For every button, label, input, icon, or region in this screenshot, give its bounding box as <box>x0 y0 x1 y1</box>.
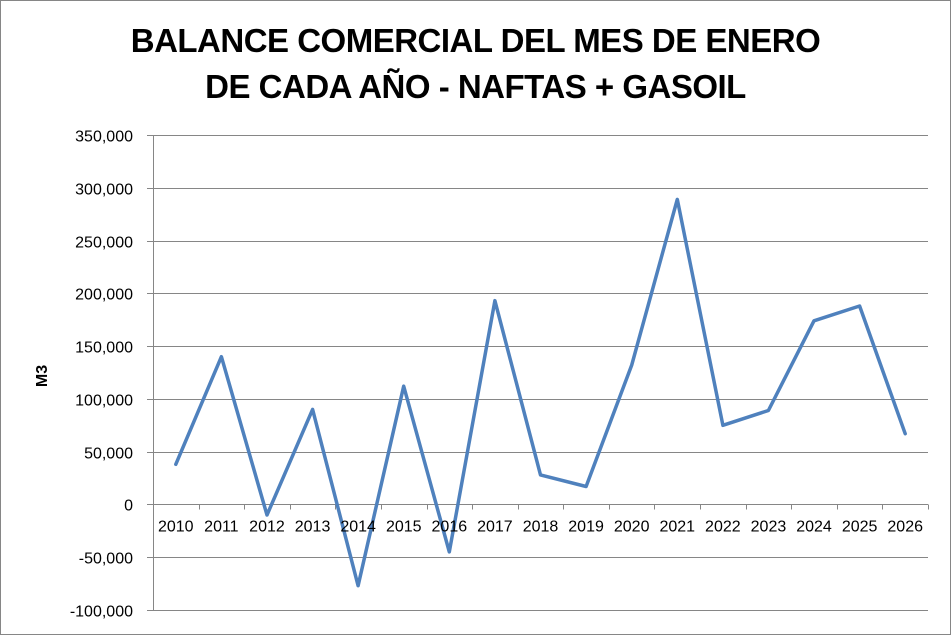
x-tick-label-7: 2017 <box>477 519 513 536</box>
x-tick-label-16: 2026 <box>887 519 923 536</box>
axis-layer <box>147 135 929 611</box>
x-tick-label-8: 2018 <box>523 519 559 536</box>
x-tick-label-5: 2015 <box>386 519 422 536</box>
x-tick-label-0: 2010 <box>158 519 194 536</box>
y-tick-label-8: 300,000 <box>75 182 133 199</box>
y-tick-label-4: 100,000 <box>75 393 133 410</box>
y-tick-label-3: 50,000 <box>84 446 133 463</box>
x-tick-label-1: 2011 <box>204 519 239 536</box>
y-tick-label-2: 0 <box>124 498 133 515</box>
x-tick-label-10: 2020 <box>614 519 650 536</box>
series-layer <box>174 197 907 588</box>
y-tick-label-0: -100,000 <box>70 604 133 621</box>
chart-title-line-1: BALANCE COMERCIAL DEL MES DE ENERO <box>130 22 821 59</box>
label-layer: -100,000 -50,000 0 50,000 100,000 150,000 200,… <box>70 129 923 621</box>
x-tick-label-11: 2021 <box>659 519 695 536</box>
y-tick-label-6: 200,000 <box>75 287 133 304</box>
x-tick-label-3: 2013 <box>295 519 331 536</box>
x-tick-label-2: 2012 <box>249 519 285 536</box>
x-tick-label-13: 2023 <box>751 519 787 536</box>
x-tick-label-14: 2024 <box>796 519 832 536</box>
chart-title-line-2: DE CADA AÑO - NAFTAS + GASOIL <box>205 68 746 105</box>
x-tick-label-6: 2016 <box>432 519 468 536</box>
y-tick-label-5: 150,000 <box>75 340 133 357</box>
y-tick-label-1: -50,000 <box>79 551 133 568</box>
y-tick-label-9: 350,000 <box>75 129 133 146</box>
y-axis-title: M3 <box>34 365 51 387</box>
x-tick-label-15: 2025 <box>842 519 878 536</box>
x-tick-label-9: 2019 <box>568 519 604 536</box>
y-tick-label-7: 250,000 <box>75 235 133 252</box>
grid-layer <box>153 135 928 611</box>
x-tick-label-12: 2022 <box>705 519 741 536</box>
x-tick-label-4: 2014 <box>340 519 376 536</box>
